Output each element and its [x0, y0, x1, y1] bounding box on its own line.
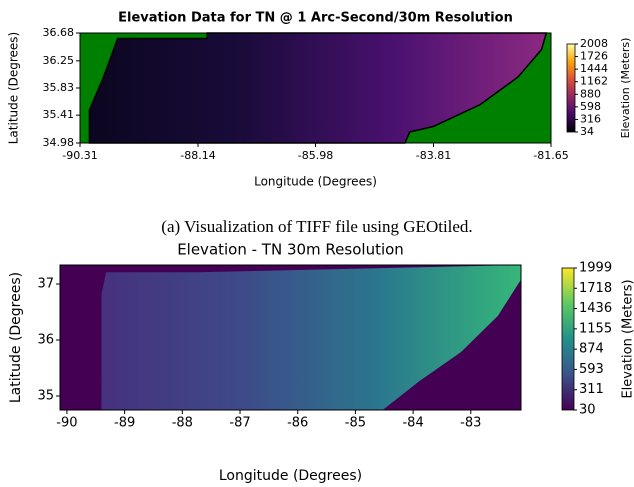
- x-tick-label: -88: [172, 416, 193, 431]
- x-tick-label: -85: [345, 416, 366, 431]
- colorbar-label: Elevation (Meters): [619, 38, 632, 139]
- x-tick-label: -85.98: [298, 149, 333, 162]
- x-axis-label: Longitude (Degrees): [219, 468, 362, 484]
- colorbar: [561, 267, 575, 411]
- colorbar-tick-label: 598: [580, 100, 601, 113]
- x-tick-label: -84: [402, 416, 423, 431]
- y-tick-label: 35.83: [43, 81, 75, 94]
- colorbar-tick-label: 880: [580, 87, 601, 100]
- colorbar-tick-label: 1999: [579, 261, 612, 276]
- colorbar-tick-label: 34: [580, 125, 594, 138]
- caption: (a) Visualization of TIFF file using GEO…: [161, 217, 472, 236]
- y-tick-label: 36.68: [43, 26, 75, 39]
- x-tick-label: -88.14: [180, 149, 215, 162]
- elevation-raster: [101, 265, 522, 410]
- colorbar-tick-label: 311: [579, 382, 604, 397]
- colorbar-tick-label: 316: [580, 112, 601, 125]
- colorbar-tick-label: 874: [579, 342, 604, 357]
- x-tick-label: -89: [114, 416, 135, 431]
- x-tick-label: -87: [229, 416, 250, 431]
- colorbar-tick-label: 1726: [580, 50, 608, 63]
- y-tick-label: 36: [37, 333, 54, 348]
- colorbar: [566, 43, 576, 133]
- colorbar-tick-label: 593: [579, 362, 604, 377]
- colorbar-tick-label: 30: [579, 403, 596, 418]
- colorbar-tick-label: 1718: [579, 281, 612, 296]
- colorbar-tick-label: 1436: [579, 301, 612, 316]
- y-tick-label: 35.41: [43, 108, 75, 121]
- x-tick-label: -81.65: [533, 149, 568, 162]
- x-tick-label: -83.81: [416, 149, 451, 162]
- chart-title: Elevation - TN 30m Resolution: [177, 241, 404, 259]
- colorbar-label: Elevation (Meters): [621, 279, 634, 398]
- plot-frame: [59, 264, 522, 411]
- y-tick-label: 35: [37, 389, 54, 404]
- chart-title: Elevation Data for TN @ 1 Arc-Second/30m…: [118, 11, 513, 26]
- x-tick-label: -90: [56, 416, 77, 431]
- y-tick-label: 37: [37, 277, 54, 292]
- y-tick-label: 36.25: [43, 54, 75, 67]
- x-tick-label: -86: [287, 416, 308, 431]
- colorbar-tick-label: 1155: [579, 321, 612, 336]
- colorbar-tick-label: 2008: [580, 37, 608, 50]
- y-axis-label: Latitude (Degrees): [8, 272, 24, 403]
- x-tick-label: -83: [460, 416, 481, 431]
- y-axis-label: Latitude (Degrees): [7, 32, 21, 145]
- colorbar-tick-label: 1162: [580, 75, 608, 88]
- x-tick-label: -90.31: [62, 149, 97, 162]
- y-tick-label: 34.98: [43, 136, 75, 149]
- elevation-raster: [88, 32, 548, 144]
- x-axis-label: Longitude (Degrees): [254, 175, 377, 189]
- colorbar-tick-label: 1444: [580, 62, 608, 75]
